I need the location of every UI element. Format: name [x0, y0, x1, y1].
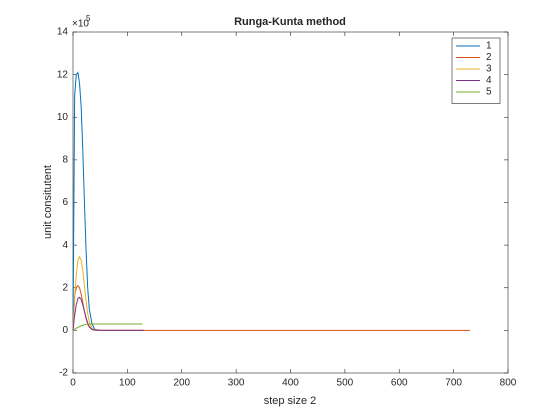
y-tick-label: 12: [57, 69, 69, 80]
y-tick-label: 14: [57, 27, 69, 38]
legend-label: 5: [486, 87, 492, 98]
y-tick-label: 4: [62, 240, 68, 251]
y-tick-label: 8: [62, 155, 68, 166]
legend-box: [451, 37, 501, 104]
x-tick-label: 300: [228, 378, 245, 389]
x-tick-label: 700: [445, 378, 462, 389]
legend-label: 4: [486, 75, 492, 86]
chart-title: Runga-Kunta method: [234, 16, 346, 28]
series-line: [72, 323, 143, 331]
x-tick-label: 600: [391, 378, 408, 389]
x-tick-label: 0: [70, 378, 76, 389]
x-tick-label: 200: [173, 378, 190, 389]
y-multiplier-power: 5: [86, 14, 91, 23]
y-tick-label: 0: [62, 325, 68, 336]
series-line: [72, 296, 144, 331]
y-multiplier: ×10: [72, 19, 89, 30]
y-tick-label: -2: [59, 368, 68, 379]
x-tick-label: 800: [500, 378, 517, 389]
x-axis-label: step size 2: [264, 395, 317, 407]
y-tick-label: 2: [62, 282, 68, 293]
y-tick-label: 6: [62, 197, 68, 208]
plot-area: [72, 31, 509, 374]
x-tick-label: 400: [282, 378, 299, 389]
legend-label: 2: [486, 52, 492, 63]
x-tick-label: 500: [337, 378, 354, 389]
legend-label: 1: [486, 41, 492, 52]
legend-label: 3: [486, 64, 492, 75]
x-tick-label: 100: [119, 378, 136, 389]
y-tick-label: 10: [57, 112, 69, 123]
y-axis-label: unit consitutent: [42, 165, 54, 239]
